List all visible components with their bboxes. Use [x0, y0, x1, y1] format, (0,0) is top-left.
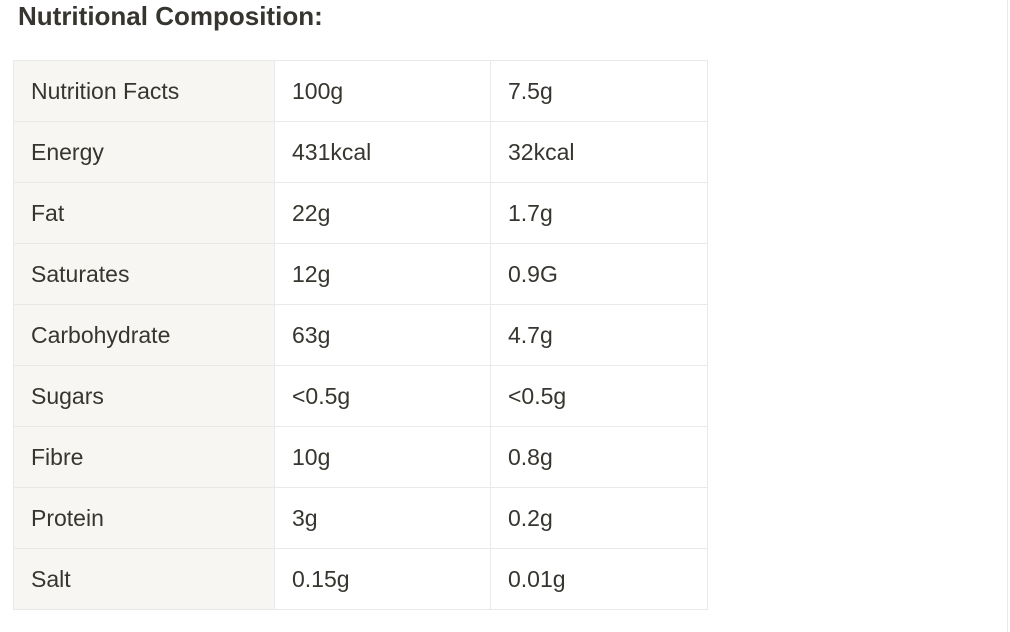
cell-value: 0.8g [490, 426, 708, 488]
cell-value: 3g [274, 487, 491, 549]
cell-value: 7.5g [490, 60, 708, 122]
row-label: Nutrition Facts [13, 60, 275, 122]
row-label: Fibre [13, 426, 275, 488]
nutrition-table: Nutrition Facts 100g 7.5g Energy 431kcal 32kc… [13, 60, 708, 610]
panel-edge [1007, 0, 1008, 632]
section-title: Nutritional Composition: [18, 1, 323, 31]
cell-value: 431kcal [274, 121, 491, 183]
cell-value: 0.15g [274, 548, 491, 610]
table-row: Saturates 12g 0.9G [13, 243, 708, 305]
cell-value: 0.9G [490, 243, 708, 305]
row-label: Carbohydrate [13, 304, 275, 366]
cell-value: <0.5g [274, 365, 491, 427]
cell-value: 0.2g [490, 487, 708, 549]
table-body: Nutrition Facts 100g 7.5g Energy 431kcal 32kc… [13, 60, 708, 610]
table-row: Carbohydrate 63g 4.7g [13, 304, 708, 366]
table-row: Energy 431kcal 32kcal [13, 121, 708, 183]
row-label: Saturates [13, 243, 275, 305]
cell-value: 100g [274, 60, 491, 122]
cell-value: 0.01g [490, 548, 708, 610]
row-label: Salt [13, 548, 275, 610]
table-row: Nutrition Facts 100g 7.5g [13, 60, 708, 122]
cell-value: 22g [274, 182, 491, 244]
table-row: Fat 22g 1.7g [13, 182, 708, 244]
cell-value: 4.7g [490, 304, 708, 366]
cell-value: 63g [274, 304, 491, 366]
row-label: Fat [13, 182, 275, 244]
cell-value: 12g [274, 243, 491, 305]
row-label: Sugars [13, 365, 275, 427]
cell-value: <0.5g [490, 365, 708, 427]
table-row: Sugars <0.5g <0.5g [13, 365, 708, 427]
cell-value: 32kcal [490, 121, 708, 183]
row-label: Energy [13, 121, 275, 183]
table-row: Fibre 10g 0.8g [13, 426, 708, 488]
cell-value: 1.7g [490, 182, 708, 244]
cell-value: 10g [274, 426, 491, 488]
row-label: Protein [13, 487, 275, 549]
table-row: Salt 0.15g 0.01g [13, 548, 708, 610]
table-row: Protein 3g 0.2g [13, 487, 708, 549]
